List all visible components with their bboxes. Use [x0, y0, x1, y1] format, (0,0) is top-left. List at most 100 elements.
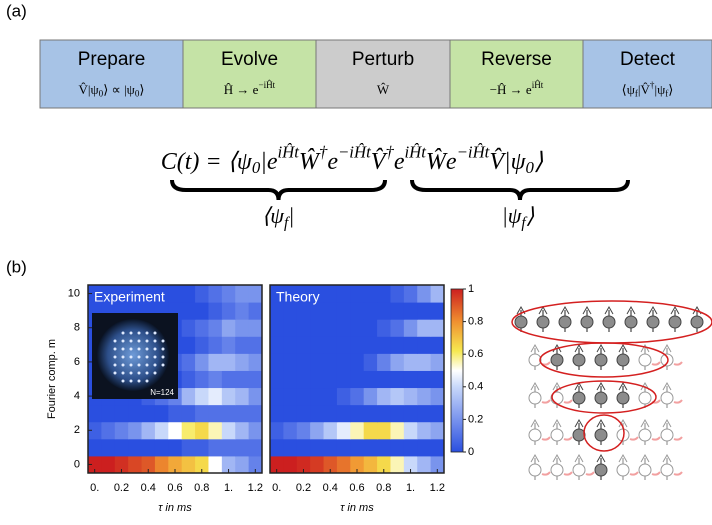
formula-part: |V̂ [638, 82, 651, 97]
spin-head [640, 418, 650, 428]
heatmap-cell [310, 421, 325, 440]
heatmap-cell [336, 421, 351, 440]
heatmap-cell [168, 455, 183, 474]
spin-head [670, 305, 680, 315]
heatmap-cell [350, 285, 365, 303]
inset-cloud [97, 319, 169, 391]
spin-head [596, 381, 606, 391]
heatmap-cell [195, 404, 209, 423]
heatmap-cell [195, 438, 209, 457]
spin [660, 428, 674, 442]
heatmap-cell [248, 302, 263, 320]
heatmap-cell [141, 421, 156, 440]
heatmap-cell [221, 404, 236, 423]
heatmap-cell [208, 438, 223, 457]
inset-ion [137, 371, 141, 375]
spin-head [626, 305, 636, 315]
heatmap-cell [128, 438, 143, 457]
heatmap-cell [270, 421, 284, 440]
spin-head [596, 418, 606, 428]
inset-ion [161, 363, 165, 367]
y-tick-label: 4 [74, 390, 80, 402]
spin [528, 391, 542, 405]
formula: Ŵ [377, 82, 390, 97]
inset-ion [153, 347, 157, 351]
panel-label: (b) [6, 257, 27, 276]
step-box [449, 39, 584, 109]
spin-trace [651, 361, 661, 366]
heatmap-cell [323, 370, 338, 389]
formula-part: f [635, 88, 639, 98]
heatmap-cell [323, 319, 338, 337]
formula-part: ⟩ [668, 82, 673, 97]
heatmap-cell [377, 438, 391, 457]
heatmap-cell [377, 387, 391, 406]
colorbar-tick-label: 0 [468, 446, 474, 458]
x-tick-label: 1.2 [430, 482, 445, 494]
formula: |ψf⟩ [502, 203, 535, 231]
inset-ion [121, 331, 125, 335]
inset-ion [153, 363, 157, 367]
heatmap-cell [403, 336, 418, 354]
spin-head [604, 305, 614, 315]
heatmap-cell [377, 404, 391, 423]
heatmap-cell [296, 438, 311, 457]
heatmap-cell [181, 370, 196, 389]
heatmap-cell [248, 353, 263, 371]
heatmap-cell [181, 285, 196, 303]
heatmap-cell [403, 302, 418, 320]
heatmap-cell [430, 455, 445, 474]
heatmap-cell [336, 455, 351, 474]
x-tick-label: 0. [272, 482, 281, 494]
spin-trace [673, 471, 683, 476]
heatmap-cell [363, 438, 378, 457]
heatmap-cell [248, 370, 263, 389]
spin-trace [629, 471, 639, 476]
heatmap-cell [181, 302, 196, 320]
heatmap-cell [390, 302, 405, 320]
heatmap-cell [310, 336, 325, 354]
formula-part: iĤt [532, 80, 544, 90]
heatmap-cell [336, 438, 351, 457]
heatmap-cell [283, 421, 298, 440]
formula: Ĥ → e−iĤt [224, 80, 276, 97]
heatmap-cell [114, 421, 129, 440]
heatmap-cell [430, 336, 445, 354]
heatmap-cell [377, 285, 391, 303]
inset-ion [145, 379, 149, 383]
inset-ion [129, 339, 133, 343]
spin-trace [673, 361, 683, 366]
heatmap-cell [221, 421, 236, 440]
spin [536, 315, 550, 329]
heatmap-cell [296, 285, 311, 303]
heatmap-cell [283, 353, 298, 371]
heatmap-cell [350, 438, 365, 457]
spin-head [640, 343, 650, 353]
heatmap-cell [195, 370, 209, 389]
spin-head [596, 343, 606, 353]
formula-part: † [319, 142, 328, 161]
heatmap-cell [235, 438, 250, 457]
heatmap-cell [128, 455, 143, 474]
heatmap-cell [195, 302, 209, 320]
spin-head [618, 418, 628, 428]
heatmap-cell [208, 285, 223, 303]
spin-head [552, 381, 562, 391]
heatmap-cell [128, 421, 143, 440]
spin-trace [563, 471, 573, 476]
x-tick-label: 1.2 [248, 482, 263, 494]
heatmap-cell [248, 319, 263, 337]
spin [668, 315, 682, 329]
y-tick-label: 0 [74, 458, 80, 470]
heatmap-cell [323, 302, 338, 320]
colorbar-tick-label: 0.4 [468, 381, 483, 393]
heatmap-cell [154, 421, 169, 440]
x-tick-label: 0.4 [141, 482, 156, 494]
inset-ion [121, 347, 125, 351]
heatmap-cell [310, 438, 325, 457]
spin-head [574, 418, 584, 428]
heatmap-cell [403, 421, 418, 440]
heatmap-cell [235, 353, 250, 371]
formula-part: ⟩ [534, 149, 544, 175]
heatmap-cell [195, 455, 209, 474]
